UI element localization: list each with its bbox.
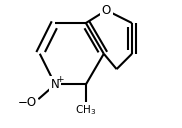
Text: O: O [102,4,111,17]
Text: CH$_3$: CH$_3$ [75,103,96,117]
Text: −O: −O [18,96,37,109]
Text: N: N [51,78,60,91]
Text: +: + [56,76,63,84]
